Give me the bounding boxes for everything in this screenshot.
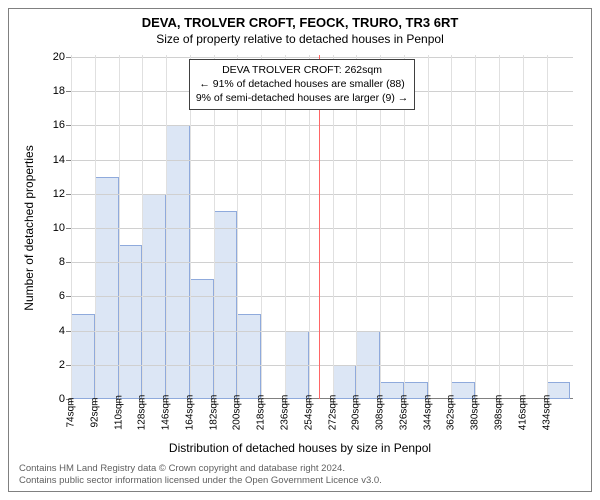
x-tick-label: 362sqm: [446, 395, 457, 431]
annotation-line2: ← 91% of detached houses are smaller (88…: [196, 77, 408, 91]
histogram-bar: [214, 211, 238, 399]
x-tick-label: 128sqm: [137, 395, 148, 431]
x-tick-label: 236sqm: [280, 395, 291, 431]
y-tick-label: 4: [59, 325, 65, 337]
x-axis-title: Distribution of detached houses by size …: [9, 441, 591, 455]
x-tick-label: 380sqm: [470, 395, 481, 431]
chart-frame: DEVA, TROLVER CROFT, FEOCK, TRURO, TR3 6…: [8, 8, 592, 492]
grid-line: [71, 160, 573, 161]
y-tick-label: 10: [53, 222, 65, 234]
plot-area: 02468101214161820 74sqm92sqm110sqm128sqm…: [71, 57, 573, 399]
x-tick-label: 308sqm: [375, 395, 386, 431]
grid-line-v: [451, 55, 452, 399]
grid-line: [71, 331, 573, 332]
grid-line: [71, 365, 573, 366]
grid-line-v: [499, 55, 500, 399]
grid-line: [71, 57, 573, 58]
grid-line-v: [71, 55, 72, 399]
chart-title: DEVA, TROLVER CROFT, FEOCK, TRURO, TR3 6…: [9, 15, 591, 30]
y-axis-title: Number of detached properties: [22, 57, 36, 399]
x-tick-label: 434sqm: [541, 395, 552, 431]
annotation-line3: 9% of semi-detached houses are larger (9…: [196, 91, 408, 105]
x-tick-label: 254sqm: [303, 395, 314, 431]
y-tick-label: 20: [53, 51, 65, 63]
grid-line-v: [166, 55, 167, 399]
grid-line-v: [142, 55, 143, 399]
grid-line: [71, 228, 573, 229]
y-tick-label: 6: [59, 290, 65, 302]
x-tick-label: 398sqm: [494, 395, 505, 431]
x-tick-label: 326sqm: [398, 395, 409, 431]
grid-line: [71, 262, 573, 263]
histogram-bar: [71, 314, 95, 400]
grid-line: [71, 194, 573, 195]
x-tick-label: 272sqm: [327, 395, 338, 431]
footer-text: Contains HM Land Registry data © Crown c…: [19, 463, 382, 487]
x-tick-label: 344sqm: [422, 395, 433, 431]
grid-line-v: [475, 55, 476, 399]
grid-line: [71, 125, 573, 126]
y-tick-label: 2: [59, 359, 65, 371]
x-tick-label: 74sqm: [66, 397, 77, 427]
grid-line: [71, 296, 573, 297]
y-tick-label: 12: [53, 188, 65, 200]
x-tick-label: 218sqm: [256, 395, 267, 431]
x-tick-label: 164sqm: [184, 395, 195, 431]
grid-line-v: [119, 55, 120, 399]
grid-line-v: [95, 55, 96, 399]
x-tick-label: 92sqm: [89, 397, 100, 427]
x-tick-label: 110sqm: [113, 395, 124, 430]
histogram-bar: [237, 314, 261, 400]
annotation-line1: DEVA TROLVER CROFT: 262sqm: [196, 63, 408, 77]
grid-line-v: [428, 55, 429, 399]
x-tick-label: 416sqm: [517, 395, 528, 431]
x-tick-label: 290sqm: [351, 395, 362, 431]
annotation-box: DEVA TROLVER CROFT: 262sqm ← 91% of deta…: [189, 59, 415, 110]
y-tick-label: 8: [59, 256, 65, 268]
chart-subtitle: Size of property relative to detached ho…: [9, 32, 591, 46]
x-tick-label: 182sqm: [208, 395, 219, 431]
histogram-bar: [119, 245, 143, 399]
footer-line1: Contains HM Land Registry data © Crown c…: [19, 463, 382, 475]
y-tick-label: 14: [53, 154, 65, 166]
x-tick-label: 146sqm: [161, 395, 172, 431]
grid-line-v: [523, 55, 524, 399]
grid-line-v: [547, 55, 548, 399]
y-tick-label: 18: [53, 85, 65, 97]
footer-line2: Contains public sector information licen…: [19, 475, 382, 487]
y-tick-label: 16: [53, 119, 65, 131]
y-tick-label: 0: [59, 393, 65, 405]
x-tick-label: 200sqm: [232, 395, 243, 431]
